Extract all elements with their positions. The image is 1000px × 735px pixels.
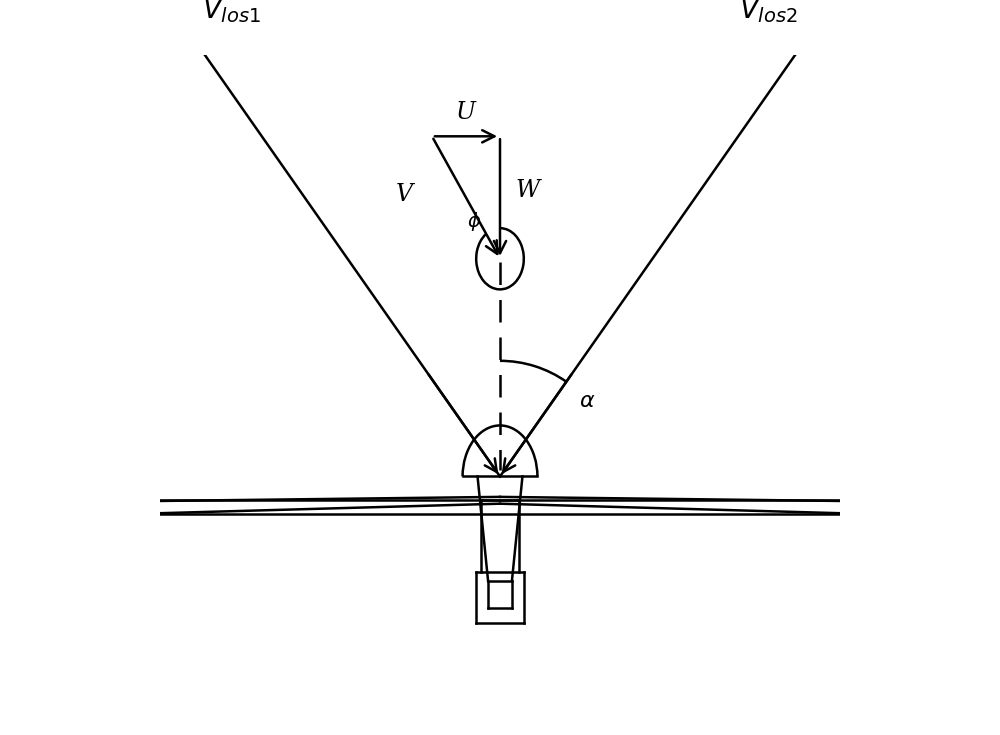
Text: $V_{los2}$: $V_{los2}$ (739, 0, 798, 25)
Text: V: V (396, 182, 413, 206)
Text: $\alpha$: $\alpha$ (579, 390, 595, 412)
Text: $\phi$: $\phi$ (467, 210, 481, 233)
Text: U: U (456, 101, 476, 124)
Text: $V_{los1}$: $V_{los1}$ (202, 0, 261, 25)
Text: W: W (515, 179, 539, 202)
